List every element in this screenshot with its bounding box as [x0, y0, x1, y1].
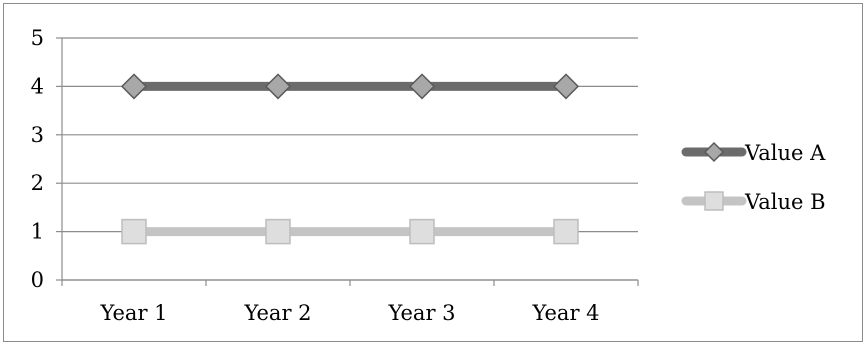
x-tick-label-1: Year 1 [99, 301, 167, 325]
data-point-value-b-2 [265, 218, 291, 245]
legend-marker-value-a [703, 141, 725, 163]
legend-label-value-a: Value A [744, 141, 826, 165]
y-tick-label-2: 2 [31, 171, 44, 195]
legend-marker-value-b [704, 191, 724, 211]
y-tick-label-5: 5 [31, 26, 44, 50]
data-point-value-b-1 [121, 218, 147, 245]
chart-frame [3, 3, 863, 342]
data-point-value-b-4 [553, 218, 579, 245]
data-point-value-a-1 [120, 73, 148, 100]
legend-label-value-b: Value B [744, 190, 826, 214]
y-tick-label-0: 0 [31, 268, 44, 292]
y-tick-label-4: 4 [31, 74, 44, 98]
data-point-value-a-3 [408, 73, 436, 100]
y-tick-label-1: 1 [31, 220, 44, 244]
x-tick-label-2: Year 2 [243, 301, 311, 325]
data-point-value-a-4 [552, 73, 580, 100]
data-point-value-a-2 [264, 73, 292, 100]
x-tick-label-4: Year 4 [531, 301, 599, 325]
x-tick-label-3: Year 3 [387, 301, 455, 325]
data-point-value-b-3 [409, 218, 435, 245]
y-tick-label-3: 3 [31, 123, 44, 147]
